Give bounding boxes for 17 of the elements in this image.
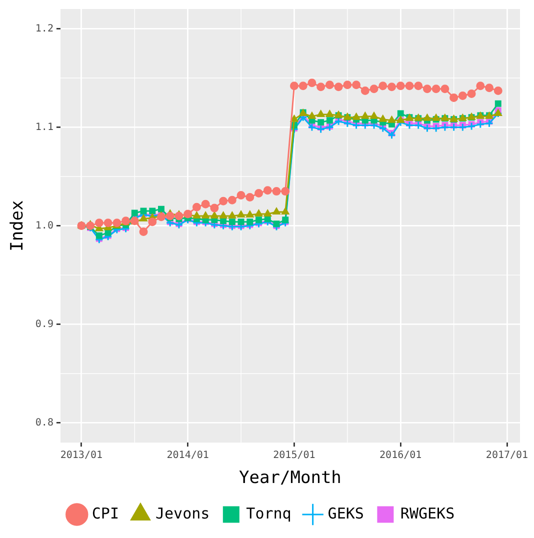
y-tick-label: 1.1 xyxy=(35,122,54,133)
x-tick-label: 2016/01 xyxy=(380,450,422,462)
y-tick-label: 0.8 xyxy=(35,417,54,428)
x-tick-label: 2014/01 xyxy=(166,450,209,462)
y-tick-label: 1.2 xyxy=(35,23,54,34)
y-axis-title: Index xyxy=(8,200,28,252)
x-tick-label: 2015/01 xyxy=(273,450,316,462)
legend-label: CPI xyxy=(92,504,119,522)
legend-label: Jevons xyxy=(155,504,210,522)
legend-label: GEKS xyxy=(328,504,364,522)
x-axis-title: Year/Month xyxy=(239,468,342,488)
x-tick-label: 2013/01 xyxy=(60,450,103,462)
x-tick-label: 2017/01 xyxy=(486,450,528,462)
y-tick-label: 0.9 xyxy=(35,318,54,330)
legend-label: Tornq xyxy=(246,504,292,522)
y-tick-label: 1.0 xyxy=(35,220,54,232)
legend-label: RWGEKS xyxy=(400,504,455,522)
